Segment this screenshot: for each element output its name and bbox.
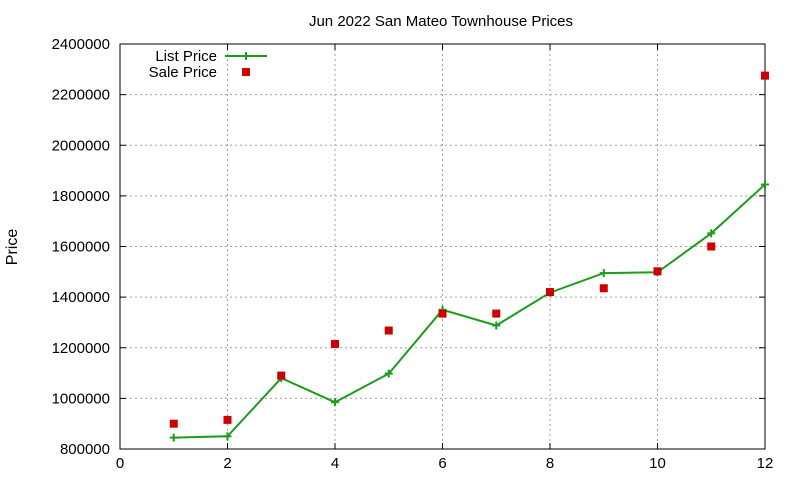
sale-price-point [599, 284, 608, 293]
series-sale-price [169, 71, 769, 428]
y-tick-label: 2200000 [52, 87, 110, 104]
sale-price-point [384, 326, 393, 335]
x-tick-label: 10 [649, 455, 666, 472]
list-price-point [761, 180, 769, 189]
list-price-point [384, 369, 393, 378]
sale-price-point [438, 309, 447, 318]
sale-price-point [169, 419, 178, 428]
grid-lines [120, 44, 765, 449]
y-tick-label: 1600000 [52, 239, 110, 256]
y-tick-label: 2000000 [52, 137, 110, 154]
plot-area [169, 71, 769, 442]
list-price-line [173, 183, 766, 439]
y-tick-label: 1800000 [52, 188, 110, 205]
x-tick-label: 4 [331, 455, 339, 472]
sale-price-point [653, 267, 662, 276]
legend-square-sample [242, 68, 250, 76]
sale-price-point [277, 371, 286, 380]
y-tick-label: 1400000 [52, 289, 110, 306]
x-tick-label: 2 [223, 455, 231, 472]
y-tick-label: 2400000 [52, 36, 110, 53]
y-axis-label: Price [4, 229, 21, 266]
list-price-point [169, 433, 178, 442]
list-price-point [331, 398, 339, 407]
sale-price-point [223, 415, 232, 424]
axes: 0 2 4 6 8 10 12 800000 1000000 1200000 1400000 1600… [52, 36, 774, 472]
chart-title: Jun 2022 San Mateo Townhouse Prices [309, 13, 573, 30]
y-tick-label: 800000 [60, 441, 110, 458]
list-price-point [223, 432, 232, 441]
y-tick-label: 1200000 [52, 340, 110, 357]
sale-price-point [707, 242, 716, 251]
x-tick-label: 0 [116, 455, 124, 472]
legend-label: Sale Price [149, 64, 217, 81]
sale-price-point [331, 339, 339, 348]
x-tick-label: 8 [546, 455, 554, 472]
x-tick-label: 12 [757, 455, 774, 472]
x-tick-label: 6 [438, 455, 446, 472]
y-tick-label: 1000000 [52, 390, 110, 407]
sale-price-point [546, 288, 554, 297]
sale-price-point [761, 71, 769, 80]
series-list-price [169, 180, 769, 442]
sale-price-point [492, 309, 501, 318]
list-price-point [492, 321, 501, 330]
list-price-point [707, 229, 716, 238]
legend-label: List Price [155, 48, 217, 65]
list-price-point [599, 269, 608, 278]
